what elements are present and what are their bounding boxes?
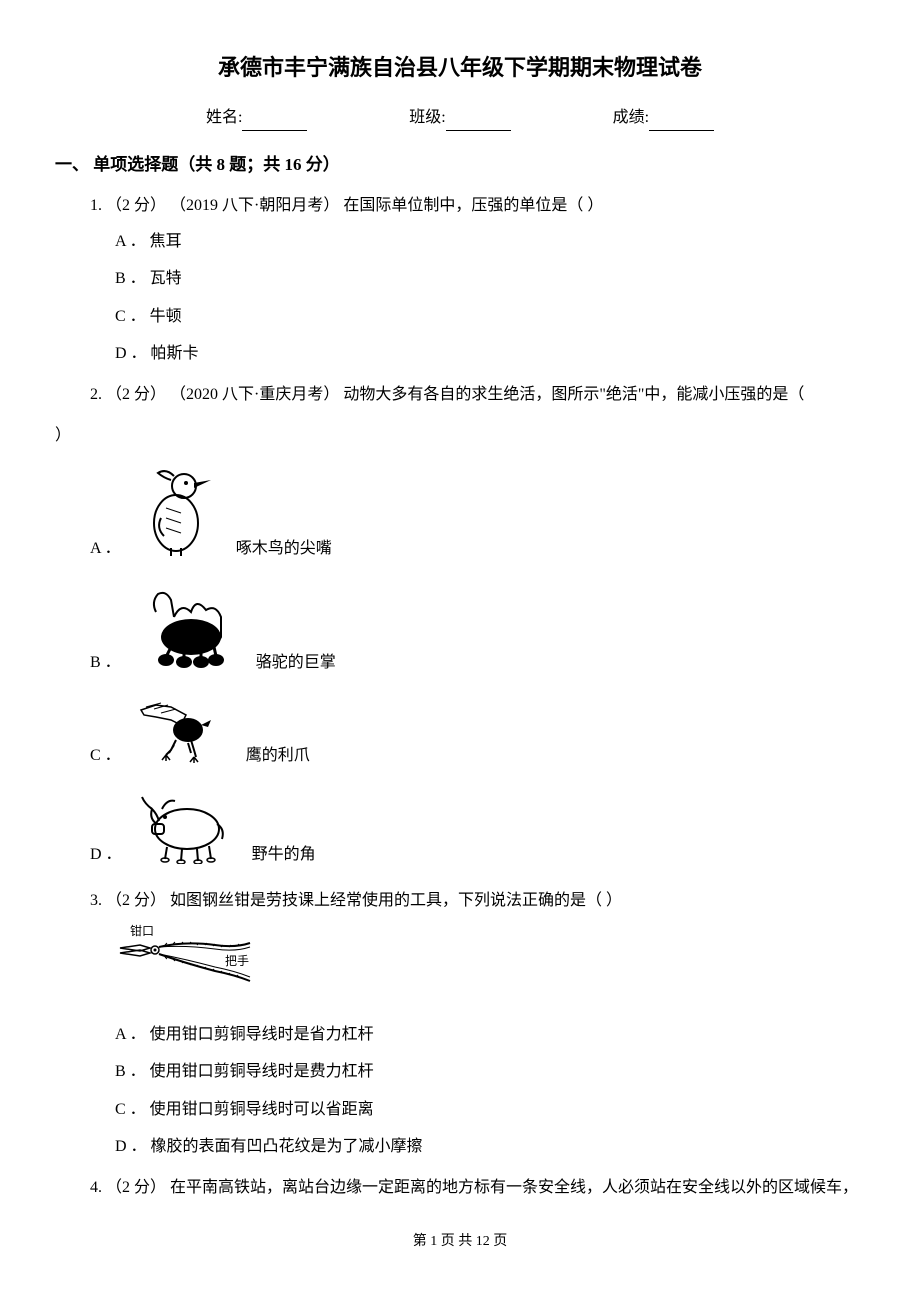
- q2-points: （2 分）: [106, 386, 166, 403]
- q3-option-b: B ． 使用钳口剪铜导线时是费力杠杆: [90, 1059, 865, 1085]
- q3-body: 如图钢丝钳是劳技课上经常使用的工具，下列说法正确的是（ ）: [170, 892, 622, 909]
- name-blank: [242, 113, 307, 131]
- q2-b-letter: B ．: [90, 650, 121, 676]
- q2-text: 2. （2 分） （2020 八下·重庆月考） 动物大多有各自的求生绝活，图所示…: [90, 382, 865, 408]
- score-label: 成绩:: [613, 109, 649, 126]
- q3-option-a: A ． 使用钳口剪铜导线时是省力杠杆: [90, 1022, 865, 1048]
- q2-source: （2020 八下·重庆月考）: [170, 386, 339, 403]
- q3-num: 3.: [90, 892, 102, 909]
- q2-c-letter: C ．: [90, 743, 121, 769]
- plier-icon: 钳口 把手: [115, 923, 865, 1002]
- question-2: 2. （2 分） （2020 八下·重庆月考） 动物大多有各自的求生绝活，图所示…: [55, 382, 865, 408]
- page-footer: 第 1 页 共 12 页: [55, 1231, 865, 1253]
- plier-mouth-label: 钳口: [130, 924, 154, 938]
- q1-option-b: B ． 瓦特: [90, 266, 865, 292]
- q1-option-a: A ． 焦耳: [90, 229, 865, 255]
- section-number: 一、: [55, 155, 89, 174]
- q3-option-d: D ． 橡胶的表面有凹凸花纹是为了减小摩擦: [90, 1134, 865, 1160]
- q1-points: （2 分）: [106, 197, 166, 214]
- q1-source: （2019 八下·朝阳月考）: [170, 197, 339, 214]
- q2-b-label: 骆驼的巨掌: [256, 650, 336, 676]
- q2-a-letter: A ．: [90, 536, 121, 562]
- question-1: 1. （2 分） （2019 八下·朝阳月考） 在国际单位制中，压强的单位是（ …: [55, 193, 865, 367]
- name-field: 姓名:: [206, 105, 307, 131]
- q4-num: 4.: [90, 1179, 102, 1196]
- woodpecker-icon: [136, 458, 216, 567]
- q2-option-d: D ． 野牛的角: [90, 789, 865, 873]
- q4-body: 在平南高铁站，离站台边缘一定距离的地方标有一条安全线，人必须站在安全线以外的区域…: [170, 1179, 858, 1196]
- class-label: 班级:: [409, 109, 445, 126]
- score-blank: [649, 113, 714, 131]
- q3-points: （2 分）: [106, 892, 166, 909]
- q1-text: 1. （2 分） （2019 八下·朝阳月考） 在国际单位制中，压强的单位是（ …: [90, 193, 865, 219]
- score-field: 成绩:: [613, 105, 714, 131]
- student-info-row: 姓名: 班级: 成绩:: [55, 105, 865, 131]
- section-title: 单项选择题（共 8 题；共 16 分）: [93, 155, 340, 174]
- question-4: 4. （2 分） 在平南高铁站，离站台边缘一定距离的地方标有一条安全线，人必须站…: [55, 1175, 865, 1201]
- q2-option-a: A ． 啄木鸟的尖嘴: [90, 458, 865, 567]
- q4-text: 4. （2 分） 在平南高铁站，离站台边缘一定距离的地方标有一条安全线，人必须站…: [90, 1175, 865, 1201]
- name-label: 姓名:: [206, 109, 242, 126]
- q2-d-letter: D ．: [90, 842, 122, 868]
- q2-body: 动物大多有各自的求生绝活，图所示"绝活"中，能减小压强的是（: [343, 386, 804, 403]
- q3-option-c: C ． 使用钳口剪铜导线时可以省距离: [90, 1097, 865, 1123]
- class-blank: [446, 113, 511, 131]
- plier-handle-label: 把手: [225, 954, 249, 968]
- q2-a-label: 啄木鸟的尖嘴: [236, 536, 332, 562]
- q2-text-end: ）: [55, 423, 865, 449]
- q1-option-d: D ． 帕斯卡: [90, 341, 865, 367]
- bull-icon: [137, 789, 232, 873]
- q3-text: 3. （2 分） 如图钢丝钳是劳技课上经常使用的工具，下列说法正确的是（ ）: [90, 888, 865, 914]
- q2-c-label: 鹰的利爪: [246, 743, 310, 769]
- q2-num: 2.: [90, 386, 102, 403]
- q1-option-c: C ． 牛顿: [90, 304, 865, 330]
- class-field: 班级:: [409, 105, 510, 131]
- q1-num: 1.: [90, 197, 102, 214]
- q2-option-b: B ． 骆驼的巨掌: [90, 582, 865, 681]
- q4-points: （2 分）: [106, 1179, 166, 1196]
- q2-d-label: 野牛的角: [252, 842, 316, 868]
- q1-body: 在国际单位制中，压强的单位是（ ）: [343, 197, 603, 214]
- section-header: 一、 单项选择题（共 8 题；共 16 分）: [55, 151, 865, 178]
- exam-title: 承德市丰宁满族自治县八年级下学期期末物理试卷: [55, 50, 865, 85]
- q2-option-c: C ． 鹰的利爪: [90, 695, 865, 774]
- camel-icon: [136, 582, 236, 681]
- eagle-icon: [136, 695, 226, 774]
- question-3: 3. （2 分） 如图钢丝钳是劳技课上经常使用的工具，下列说法正确的是（ ） 钳…: [55, 888, 865, 1161]
